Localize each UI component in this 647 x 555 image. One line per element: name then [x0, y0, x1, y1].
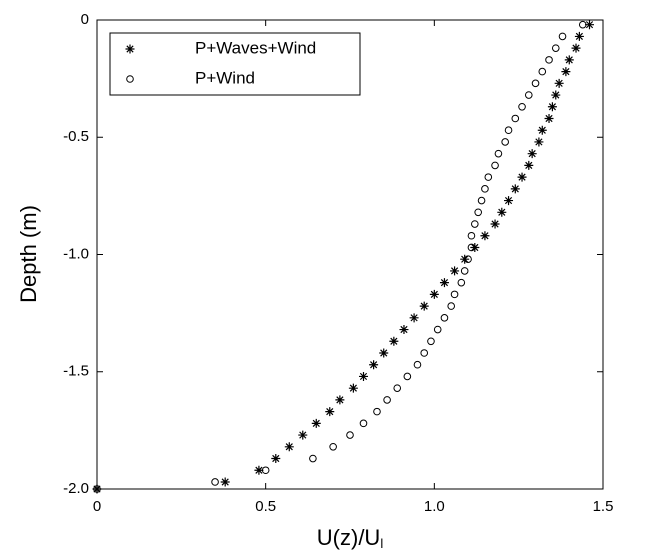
- point: [309, 454, 317, 463]
- point: [420, 349, 429, 357]
- point: [578, 20, 587, 29]
- point: [551, 90, 561, 100]
- point: [413, 360, 422, 369]
- point: [450, 290, 459, 299]
- point: [510, 184, 520, 194]
- point: [501, 138, 509, 146]
- x-axis-label: U(z)/Ul: [317, 525, 384, 552]
- point: [491, 161, 499, 170]
- point: [504, 196, 514, 206]
- y-tick-label: -0.5: [63, 128, 89, 145]
- point: [564, 55, 574, 65]
- point: [254, 465, 264, 475]
- point: [544, 113, 554, 123]
- point: [558, 32, 567, 41]
- point: [527, 149, 537, 159]
- point: [467, 231, 476, 240]
- point: [518, 102, 526, 111]
- point: [467, 243, 476, 252]
- x-axis-label-sub: l: [380, 536, 383, 551]
- point: [298, 430, 308, 440]
- point: [517, 172, 527, 182]
- y-tick-label: 0: [81, 11, 89, 28]
- point: [409, 313, 419, 323]
- point: [450, 266, 460, 276]
- point: [271, 454, 281, 464]
- legend-marker: [125, 44, 135, 54]
- point: [419, 301, 429, 311]
- x-tick-label: 0.5: [255, 498, 276, 515]
- point: [457, 278, 466, 287]
- point: [554, 78, 564, 88]
- point: [481, 185, 489, 193]
- point: [477, 196, 486, 205]
- point: [359, 419, 368, 428]
- point: [373, 407, 381, 416]
- point: [383, 396, 391, 404]
- legend-label: P+Wind: [195, 68, 255, 87]
- y-tick-label: -2.0: [63, 480, 89, 497]
- point: [393, 384, 402, 392]
- point: [531, 79, 540, 88]
- point: [440, 314, 449, 322]
- point: [389, 336, 399, 346]
- legend-marker: [126, 75, 134, 83]
- point: [551, 44, 560, 52]
- point: [574, 31, 584, 41]
- point: [464, 255, 472, 263]
- point: [460, 267, 469, 275]
- point: [538, 67, 547, 76]
- point: [474, 208, 482, 217]
- point: [335, 395, 345, 405]
- point: [497, 207, 507, 217]
- point: [480, 231, 490, 241]
- point: [447, 302, 456, 310]
- point: [504, 126, 513, 135]
- point: [471, 220, 479, 228]
- point: [261, 466, 270, 475]
- y-axis-label: Depth (m): [16, 205, 41, 303]
- point: [379, 348, 389, 358]
- point: [490, 219, 500, 229]
- point: [585, 20, 595, 30]
- legend-box: [109, 32, 361, 96]
- point: [399, 325, 409, 335]
- point: [427, 337, 435, 346]
- point: [561, 67, 571, 77]
- point: [346, 431, 354, 439]
- point: [524, 160, 534, 170]
- point: [92, 484, 102, 494]
- point: [311, 418, 321, 428]
- point: [433, 325, 442, 334]
- x-tick-label: 0: [93, 498, 101, 515]
- point: [211, 478, 219, 486]
- point: [534, 137, 544, 147]
- x-axis-label-main: U(z)/U: [317, 525, 381, 550]
- point: [348, 383, 358, 393]
- point: [358, 371, 368, 381]
- point: [511, 114, 520, 123]
- legend-label: P+Waves+Wind: [195, 38, 316, 57]
- point: [537, 125, 547, 135]
- point: [329, 442, 337, 451]
- y-tick-label: -1.0: [63, 245, 89, 262]
- point: [547, 102, 557, 112]
- point: [524, 91, 533, 99]
- point: [93, 485, 101, 493]
- point: [403, 372, 412, 381]
- point: [571, 43, 581, 53]
- point: [369, 360, 379, 370]
- x-tick-label: 1.0: [424, 498, 445, 515]
- point: [439, 278, 449, 288]
- y-tick-label: -1.5: [63, 363, 89, 380]
- point: [545, 56, 553, 64]
- point: [494, 149, 503, 158]
- point: [429, 289, 439, 299]
- point: [484, 173, 493, 181]
- point: [284, 442, 294, 452]
- point: [220, 477, 230, 487]
- point: [325, 407, 335, 417]
- x-tick-label: 1.5: [593, 498, 614, 515]
